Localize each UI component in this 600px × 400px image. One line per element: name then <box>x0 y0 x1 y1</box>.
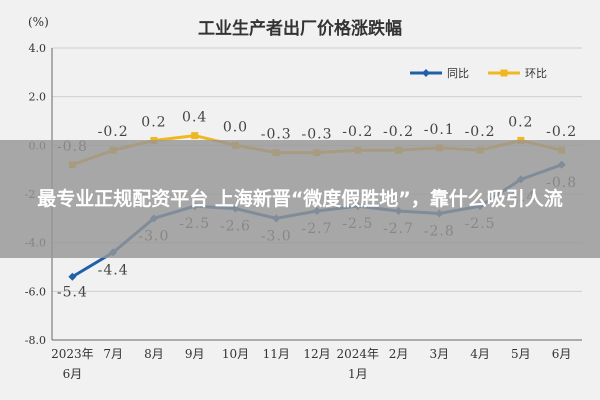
x-tick-label: 7月 <box>103 347 123 361</box>
legend-label: 环比 <box>525 67 547 80</box>
data-label: -0.3 <box>261 127 292 143</box>
data-label: -0.3 <box>302 127 333 143</box>
y-tick-label: 2.0 <box>29 91 47 104</box>
x-tick-label: 8月 <box>144 347 164 361</box>
headline-banner[interactable]: 最专业正规配资平台 上海新晋“微度假胜地”，靠什么吸引人流 <box>0 140 600 258</box>
x-tick-label: 5月 <box>511 347 531 361</box>
y-tick-label: -6.0 <box>25 285 46 298</box>
legend-swatch-marker <box>422 69 430 77</box>
headline-text[interactable]: 最专业正规配资平台 上海新晋“微度假胜地”，靠什么吸引人流 <box>37 188 563 210</box>
x-tick-label: 10月 <box>222 347 249 361</box>
data-label: -0.2 <box>465 124 496 140</box>
data-label: -5.4 <box>57 285 88 301</box>
x-tick-label: 2024年 1月 <box>336 347 379 381</box>
chart-title: 工业生产者出厂价格涨跌幅 <box>198 18 402 39</box>
series-marker <box>68 272 77 281</box>
legend: 同比 环比 <box>410 67 547 80</box>
y-tick-label: 4.0 <box>29 42 47 55</box>
data-label: -0.1 <box>424 122 455 138</box>
y-axis-unit: (%) <box>28 15 49 29</box>
data-label: 0.2 <box>141 114 166 130</box>
x-tick-label: 4月 <box>470 347 490 361</box>
data-label: -0.2 <box>98 124 129 140</box>
x-tick-label: 3月 <box>429 347 449 361</box>
legend-swatch-marker <box>500 69 508 77</box>
data-label: 0.4 <box>182 110 207 126</box>
x-tick-label: 6月 <box>552 347 572 361</box>
data-label: -4.4 <box>98 262 129 278</box>
data-label: 0.2 <box>508 114 533 130</box>
data-label: -0.2 <box>383 124 414 140</box>
x-tick-labels: 2023年 6月 7月 8月 9月 10月 11月 12月 2024年 1月 2月 3月 4月 5月 6月 <box>51 347 571 381</box>
legend-label: 同比 <box>447 67 469 80</box>
y-tick-label: -8.0 <box>25 334 46 347</box>
x-tick-label: 9月 <box>185 347 205 361</box>
x-tick-label: 12月 <box>303 347 330 361</box>
data-label: 0.0 <box>223 119 248 135</box>
x-tick-label: 11月 <box>263 347 290 361</box>
x-tick-label: 2月 <box>389 347 409 361</box>
x-tick-label: 2023年 6月 <box>51 347 94 381</box>
data-label: -0.2 <box>546 124 577 140</box>
data-label: -0.2 <box>342 124 373 140</box>
series-marker <box>191 132 199 140</box>
